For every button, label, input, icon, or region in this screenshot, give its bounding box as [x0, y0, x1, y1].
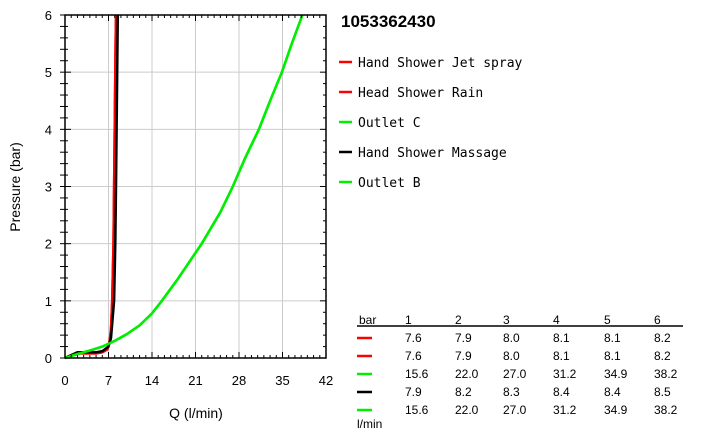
table-cell: 34.9 — [604, 367, 628, 381]
chart-title: 1053362430 — [341, 12, 436, 31]
table-cell: 7.6 — [405, 349, 422, 363]
table-cell: 8.0 — [503, 349, 520, 363]
legend: Hand Shower Jet spray Head Shower Rain Out… — [339, 56, 523, 191]
x-tick-label: 14 — [145, 373, 159, 388]
table-cell: 31.2 — [553, 367, 577, 381]
x-tick-label: 35 — [275, 373, 289, 388]
y-axis-title: Pressure (bar) — [7, 142, 23, 231]
series-lines — [64, 14, 304, 360]
legend-label: Outlet C — [358, 116, 421, 131]
table-cell: 8.1 — [553, 349, 570, 363]
flow-table: bar 1 2 3 4 5 6 7.6 7.9 8.0 8.1 8.1 8.2 7.6 7.9 8.0 8.1 8… — [357, 313, 683, 431]
table-cell: 15.6 — [405, 367, 429, 381]
table-unit-footer: l/min — [357, 417, 382, 431]
y-tick-label: 5 — [45, 65, 52, 80]
y-tick-label: 4 — [45, 122, 52, 137]
table-unit-header: bar — [359, 313, 376, 327]
table-cell: 8.0 — [503, 331, 520, 345]
table-column-header: 2 — [455, 313, 462, 327]
x-axis-title: Q (l/min) — [169, 405, 223, 421]
x-tick-label: 21 — [188, 373, 202, 388]
table-cell: 7.9 — [455, 331, 472, 345]
x-tick-label: 28 — [232, 373, 246, 388]
table-cell: 38.2 — [654, 403, 678, 417]
table-cell: 8.4 — [553, 385, 570, 399]
table-cell: 27.0 — [503, 403, 527, 417]
table-cell: 22.0 — [455, 403, 479, 417]
table-column-header: 5 — [604, 313, 611, 327]
x-tick-label: 42 — [319, 373, 333, 388]
x-tick-label: 0 — [61, 373, 68, 388]
table-column-header: 3 — [503, 313, 510, 327]
legend-label: Hand Shower Massage — [358, 146, 507, 161]
table-cell: 22.0 — [455, 367, 479, 381]
plot-frame — [64, 14, 327, 359]
table-cell: 15.6 — [405, 403, 429, 417]
table-cell: 8.2 — [455, 385, 472, 399]
table-cell: 34.9 — [604, 403, 628, 417]
table-cell: 38.2 — [654, 367, 678, 381]
table-cell: 8.1 — [604, 349, 621, 363]
legend-label: Hand Shower Jet spray — [358, 56, 523, 71]
table-cell: 8.3 — [503, 385, 520, 399]
table-cell: 8.2 — [654, 331, 671, 345]
y-tick-label: 0 — [45, 351, 52, 366]
table-column-header: 4 — [553, 313, 560, 327]
series-line-5 — [64, 14, 304, 360]
table-column-header: 1 — [405, 313, 412, 327]
table-cell: 7.9 — [405, 385, 422, 399]
legend-label: Head Shower Rain — [358, 86, 483, 101]
table-cell: 7.9 — [455, 349, 472, 363]
y-tick-label: 6 — [45, 8, 52, 23]
grid — [65, 15, 326, 358]
x-tick-label: 7 — [105, 373, 112, 388]
table-cell: 27.0 — [503, 367, 527, 381]
table-cell: 8.4 — [604, 385, 621, 399]
y-tick-label: 3 — [45, 180, 52, 195]
legend-label: Outlet B — [358, 176, 421, 191]
table-cell: 7.6 — [405, 331, 422, 345]
table-cell: 8.5 — [654, 385, 671, 399]
table-column-header: 6 — [654, 313, 661, 327]
tick-labels: 0 7 14 21 28 35 42 0 1 2 3 4 5 6 — [45, 8, 333, 388]
axes — [60, 14, 327, 359]
table-cell: 8.2 — [654, 349, 671, 363]
y-tick-label: 2 — [45, 237, 52, 252]
table-cell: 8.1 — [553, 331, 570, 345]
y-tick-label: 1 — [45, 294, 52, 309]
table-cell: 31.2 — [553, 403, 577, 417]
table-cell: 8.1 — [604, 331, 621, 345]
